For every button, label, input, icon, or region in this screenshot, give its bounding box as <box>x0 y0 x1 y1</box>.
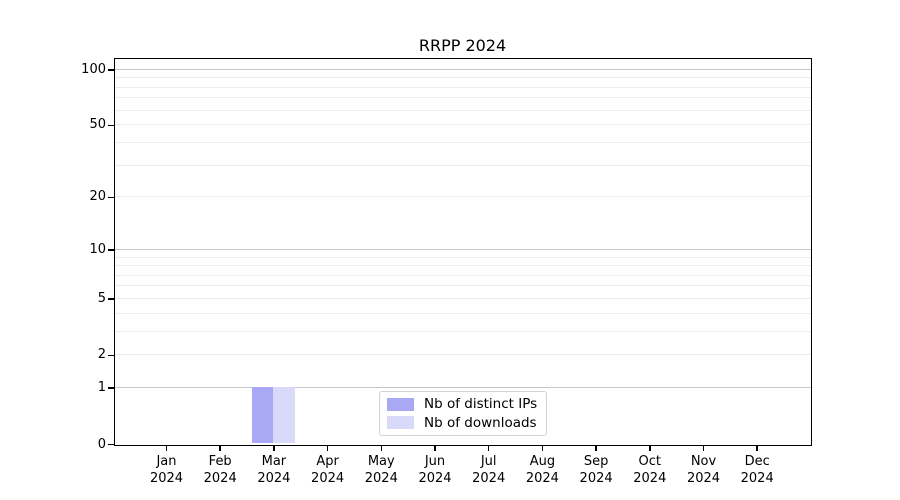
x-tick-label-year: 2024 <box>311 470 345 486</box>
x-tick-label-nov-2024: Nov 2024 <box>676 453 732 487</box>
chart-title: RRPP 2024 <box>418 36 507 55</box>
legend-row-distinct-ips: Nb of distinct IPs <box>380 396 546 412</box>
x-tick-mark-jul-2024 <box>487 446 490 452</box>
gridline-y-6 <box>115 285 811 287</box>
x-tick-label-year: 2024 <box>149 470 184 486</box>
x-tick-mark-jun-2024 <box>434 446 436 452</box>
x-tick-label-year: 2024 <box>257 470 291 486</box>
x-tick-label-dec-2024: Dec 2024 <box>729 453 785 487</box>
x-tick-mark-nov-2024 <box>702 446 705 452</box>
x-tick-mark-apr-2024 <box>326 446 329 452</box>
x-tick-label-oct-2024: Oct 2024 <box>622 453 678 487</box>
y-tick-label-2: 2 <box>97 347 106 363</box>
legend-row-downloads: Nb of downloads <box>380 415 546 431</box>
legend-label-downloads: Nb of downloads <box>424 414 537 431</box>
x-tick-mark-feb-2024 <box>219 446 221 452</box>
gridline-y-5 <box>115 298 811 299</box>
gridline-y-30 <box>115 164 811 166</box>
gridline-y-70 <box>115 97 811 99</box>
x-tick-label-apr-2024: Apr 2024 <box>300 453 356 487</box>
gridline-y-80 <box>115 86 811 88</box>
gridline-y-7 <box>115 274 811 276</box>
x-tick-label-year: 2024 <box>203 470 237 486</box>
x-tick-label-year: 2024 <box>579 470 613 486</box>
bar-nb-of-downloads-mar-2024 <box>273 387 295 444</box>
x-tick-mark-dec-2024 <box>756 446 758 452</box>
x-tick-label-year: 2024 <box>686 470 721 486</box>
gridline-y-90 <box>115 77 811 79</box>
y-tick-label-5: 5 <box>97 291 106 307</box>
y-tick-mark-100 <box>108 69 114 71</box>
y-tick-mark-0 <box>108 443 114 446</box>
gridline-y-3 <box>115 330 811 332</box>
gridline-y-2 <box>115 354 811 356</box>
y-tick-mark-20 <box>108 196 114 199</box>
gridline-y-40 <box>115 142 811 144</box>
x-tick-label-may-2024: May 2024 <box>353 453 409 487</box>
gridline-y-8 <box>115 265 811 267</box>
x-tick-label-aug-2024: Aug 2024 <box>514 453 570 487</box>
x-tick-label-feb-2024: Feb 2024 <box>192 453 248 487</box>
y-tick-label-10: 10 <box>89 241 106 257</box>
x-tick-mark-mar-2024 <box>273 446 275 452</box>
y-tick-label-20: 20 <box>89 189 106 205</box>
x-tick-label-year: 2024 <box>472 470 506 486</box>
y-tick-label-0: 0 <box>97 436 106 452</box>
x-tick-label-year: 2024 <box>525 470 559 486</box>
y-tick-label-1: 1 <box>97 380 106 396</box>
gridline-y-9 <box>115 256 811 258</box>
x-tick-mark-jan-2024 <box>165 446 168 452</box>
y-tick-label-50: 50 <box>89 117 106 133</box>
y-tick-label-100: 100 <box>81 62 106 77</box>
gridline-y-20 <box>115 196 811 198</box>
x-tick-label-sep-2024: Sep 2024 <box>568 453 624 487</box>
legend: Nb of distinct IPs Nb of downloads <box>379 391 547 436</box>
y-tick-mark-1 <box>108 387 114 390</box>
legend-swatch-distinct-ips <box>387 397 414 411</box>
x-tick-mark-aug-2024 <box>541 446 544 452</box>
bar-nb-of-distinct-ips-mar-2024 <box>251 387 274 444</box>
x-tick-mark-oct-2024 <box>649 446 651 452</box>
x-tick-label-year: 2024 <box>364 470 398 486</box>
plot-area <box>114 58 812 446</box>
gridline-y-50 <box>115 124 811 126</box>
x-tick-label-year: 2024 <box>418 470 452 486</box>
x-tick-label-year: 2024 <box>633 470 667 486</box>
y-tick-mark-10 <box>108 249 114 251</box>
y-tick-mark-2 <box>108 354 114 357</box>
x-tick-label-jan-2024: Jan 2024 <box>139 453 195 487</box>
x-tick-label-jun-2024: Jun 2024 <box>407 453 463 487</box>
gridline-y-4 <box>115 312 811 314</box>
gridline-y-10 <box>115 248 811 250</box>
gridline-y-100 <box>115 68 811 70</box>
legend-swatch-downloads <box>387 416 414 430</box>
x-tick-label-jul-2024: Jul 2024 <box>461 453 517 487</box>
gridline-y-60 <box>115 109 811 111</box>
legend-label-distinct-ips: Nb of distinct IPs <box>424 396 538 413</box>
y-tick-mark-5 <box>108 298 114 300</box>
x-tick-mark-may-2024 <box>380 446 383 452</box>
gridline-y-1 <box>115 387 811 389</box>
x-tick-mark-sep-2024 <box>595 446 597 452</box>
x-tick-label-year: 2024 <box>740 470 774 486</box>
x-tick-label-mar-2024: Mar 2024 <box>246 453 302 487</box>
y-tick-mark-50 <box>108 124 114 127</box>
